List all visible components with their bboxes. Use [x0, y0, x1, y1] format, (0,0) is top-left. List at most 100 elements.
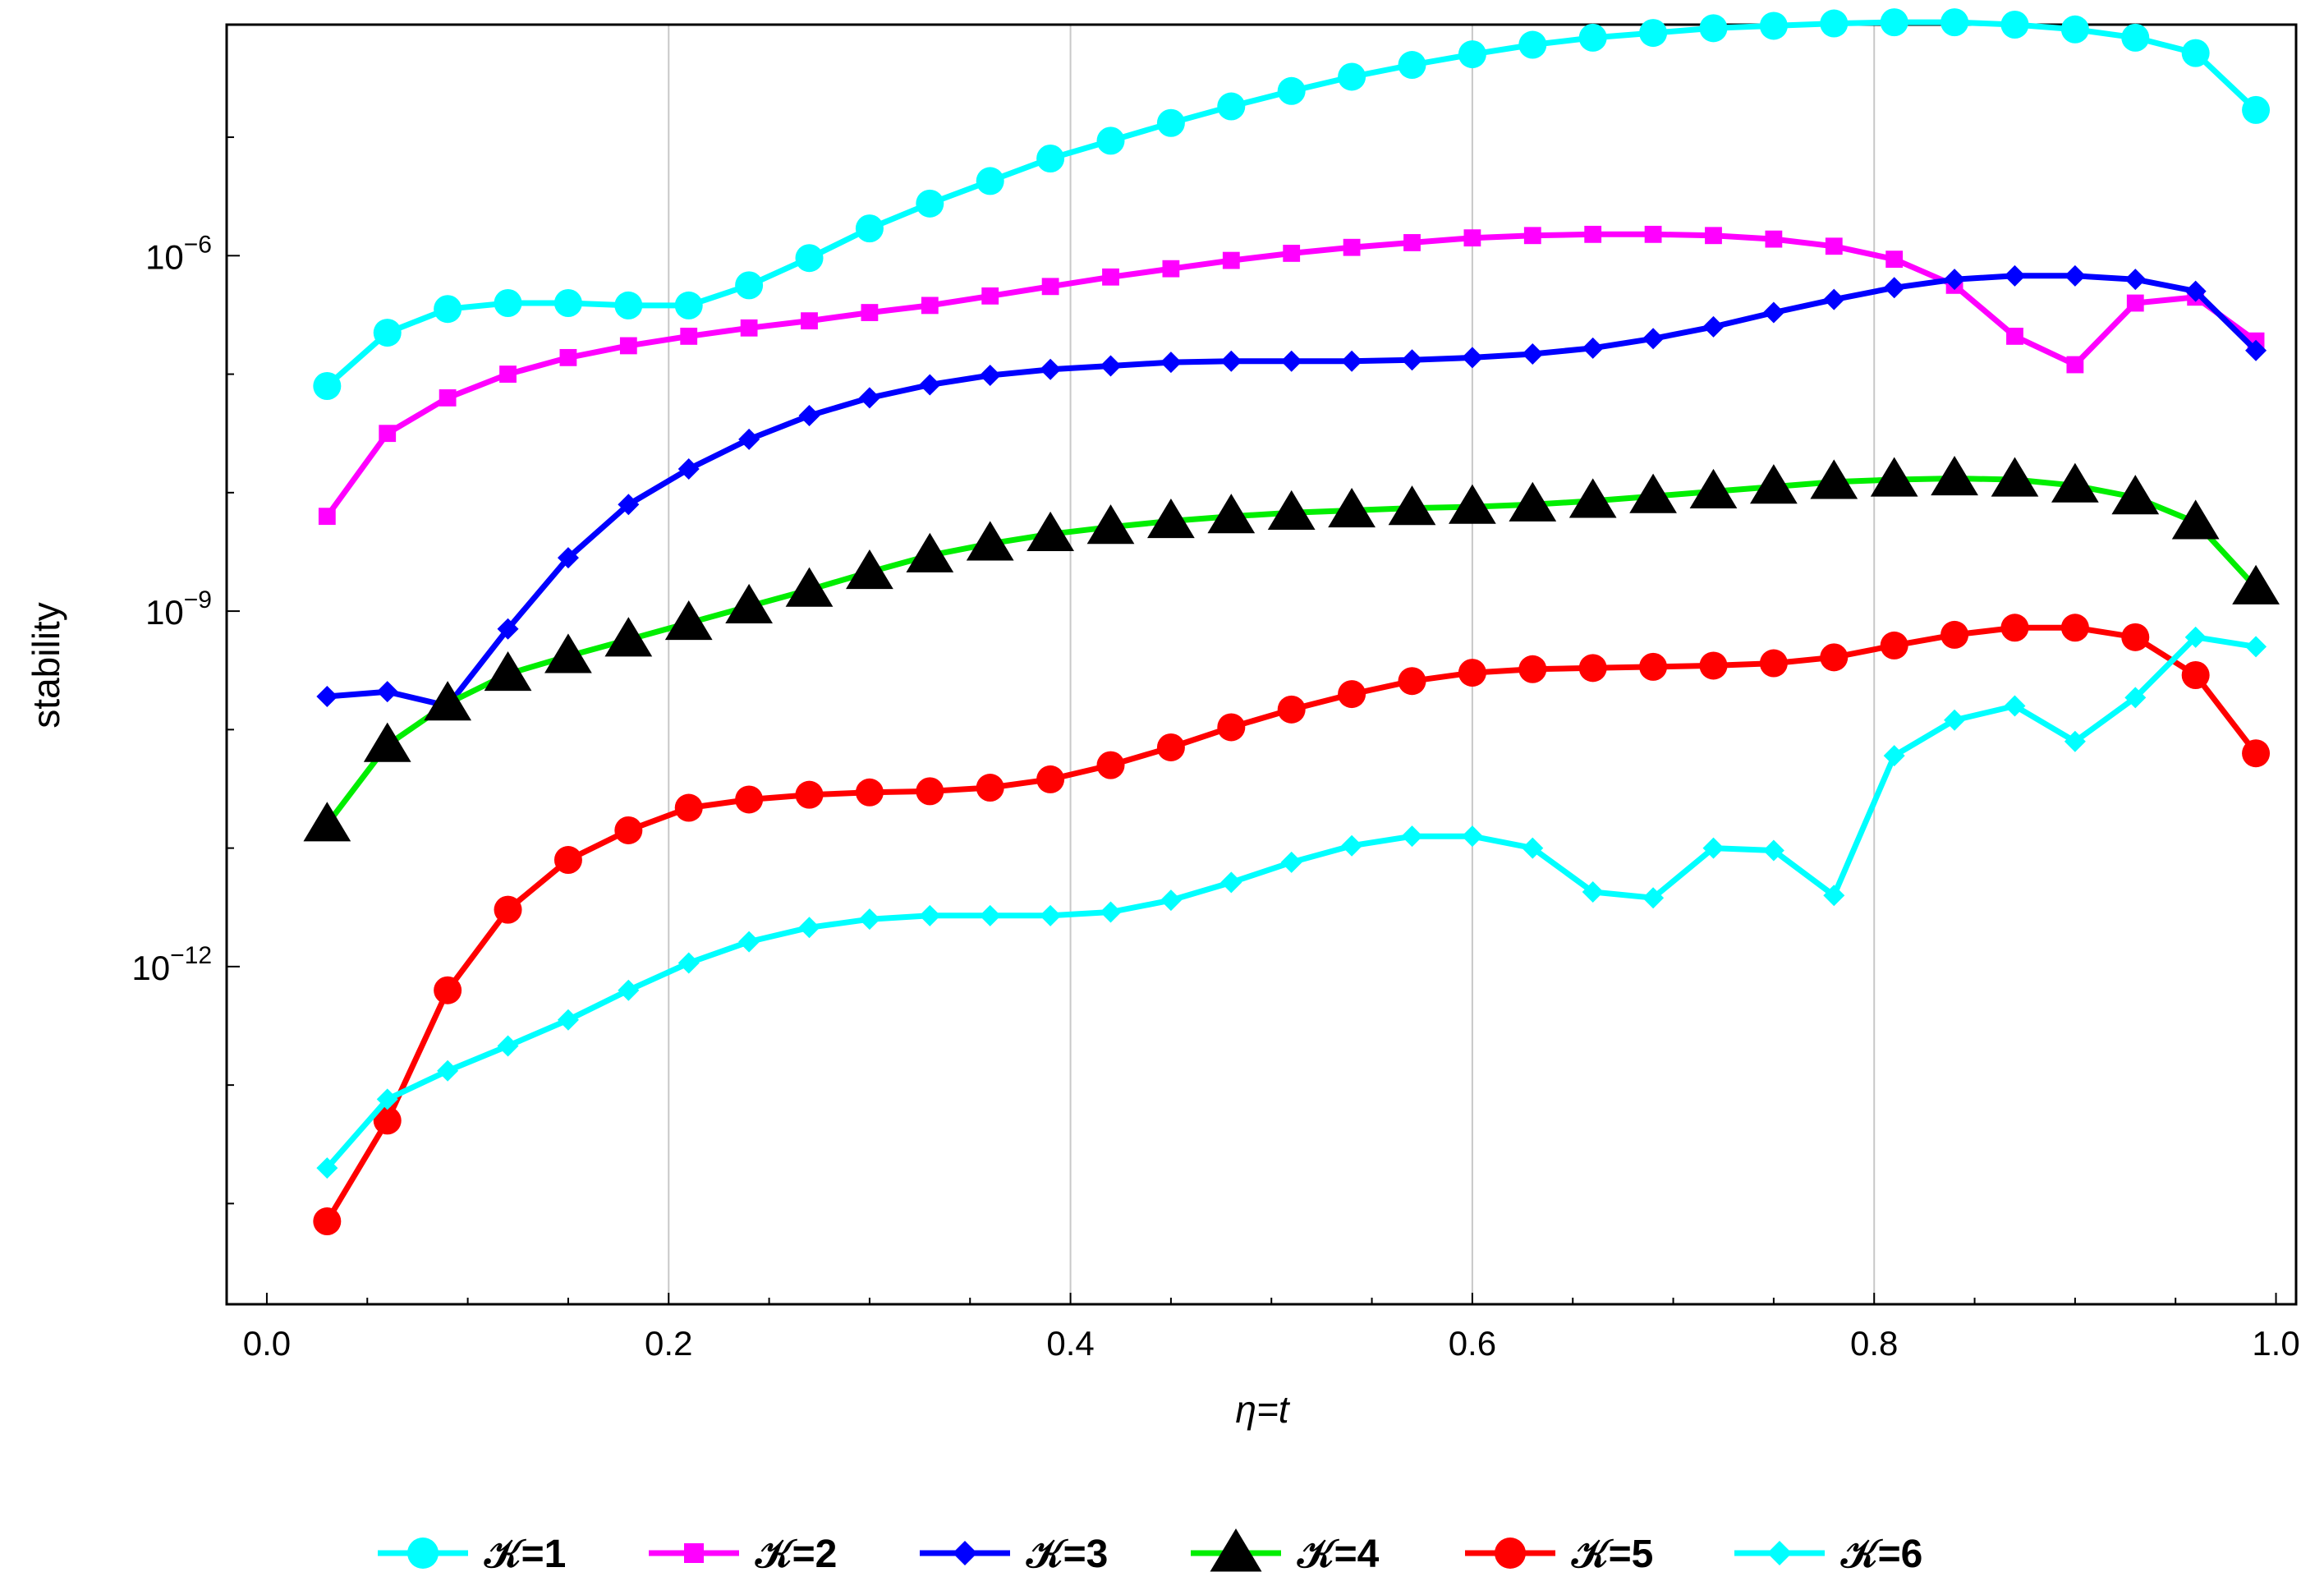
- data-point: [1100, 901, 1122, 923]
- data-point: [437, 1060, 459, 1082]
- data-point: [1458, 40, 1486, 69]
- data-point: [798, 917, 820, 939]
- data-point: [313, 1207, 342, 1236]
- data-point: [557, 547, 579, 569]
- data-point: [1629, 473, 1677, 513]
- data-point: [1156, 108, 1185, 137]
- y-axis-title: stability: [25, 602, 67, 728]
- data-point: [1283, 245, 1301, 262]
- data-point: [2242, 739, 2271, 768]
- data-point: [2171, 499, 2220, 540]
- legend-item-5: 𝒦=5: [1465, 1533, 1653, 1576]
- x-axis: 0.0 0.2 0.4 0.6 0.8 1.0: [243, 1293, 2300, 1363]
- legend-item-4: 𝒦=4: [1191, 1528, 1380, 1576]
- x-tick-label: 1.0: [2252, 1324, 2299, 1363]
- data-point: [2242, 95, 2271, 124]
- x-tick-label: 0.2: [645, 1324, 692, 1363]
- data-point: [735, 271, 764, 300]
- data-point: [2000, 614, 2029, 642]
- data-point: [1160, 889, 1182, 912]
- legend: 𝒦=1 𝒦=2 𝒦=3 𝒦=4 𝒦=5 𝒦=6: [378, 1528, 1922, 1576]
- data-point: [1644, 225, 1662, 243]
- data-point: [1702, 315, 1725, 338]
- data-point: [1820, 9, 1849, 38]
- data-point: [2004, 695, 2026, 717]
- data-point: [2004, 264, 2026, 287]
- series-6: [316, 626, 2267, 1179]
- data-point: [1341, 350, 1363, 372]
- legend-swatch-marker: [1767, 1541, 1792, 1565]
- data-point: [1509, 481, 1557, 522]
- data-point: [373, 1106, 402, 1135]
- data-point: [1461, 347, 1483, 369]
- data-point: [2124, 687, 2147, 709]
- data-point: [557, 1009, 579, 1031]
- x-tick-label: 0.4: [1046, 1324, 1094, 1363]
- data-point: [1944, 269, 1966, 291]
- data-point: [2184, 626, 2207, 648]
- data-point: [1036, 765, 1065, 793]
- data-point: [619, 337, 637, 355]
- data-point: [1568, 478, 1617, 518]
- data-point: [846, 549, 893, 590]
- y-axis: 10−6 10−9 10−12: [131, 136, 240, 1205]
- data-point: [2245, 339, 2267, 361]
- data-point: [303, 802, 351, 842]
- data-point: [1823, 288, 1845, 310]
- data-point: [618, 494, 640, 516]
- data-point: [738, 931, 760, 953]
- data-point: [1398, 51, 1426, 80]
- data-point: [1220, 871, 1242, 894]
- legend-label: 𝒦=4: [1297, 1533, 1380, 1576]
- data-point: [614, 291, 643, 319]
- data-point: [376, 681, 398, 703]
- data-point: [1388, 485, 1436, 526]
- y-tick-label: 10−6: [145, 231, 212, 276]
- data-point: [785, 567, 834, 607]
- data-point: [379, 425, 397, 443]
- data-point: [1518, 30, 1547, 59]
- data-point: [1449, 484, 1496, 524]
- data-point: [439, 389, 457, 407]
- data-point: [725, 583, 773, 623]
- data-point: [1880, 631, 1908, 660]
- legend-label: 𝒦=5: [1571, 1533, 1653, 1576]
- data-point: [1522, 343, 1544, 365]
- data-point: [2000, 11, 2029, 39]
- data-point: [1642, 887, 1665, 909]
- data-point: [618, 979, 640, 1001]
- data-point: [1705, 227, 1722, 245]
- data-point: [1991, 457, 2039, 497]
- data-point: [1762, 839, 1784, 862]
- data-point: [1759, 11, 1788, 40]
- data-point: [1277, 695, 1306, 724]
- y-tick-label: 10−9: [145, 586, 212, 632]
- data-point: [434, 295, 462, 324]
- series-3: [316, 264, 2267, 717]
- series-4: [303, 456, 2280, 842]
- series-1: [313, 8, 2271, 400]
- data-point: [1280, 350, 1302, 372]
- data-point: [916, 189, 944, 218]
- data-point: [1523, 227, 1541, 245]
- data-point: [316, 685, 338, 707]
- data-point: [424, 681, 472, 721]
- data-point: [614, 816, 643, 844]
- data-point: [1823, 885, 1845, 907]
- data-point: [544, 633, 592, 673]
- data-point: [1160, 352, 1182, 374]
- data-point: [919, 904, 941, 926]
- data-point: [2111, 475, 2160, 515]
- legend-label: 𝒦=6: [1840, 1533, 1922, 1576]
- data-point: [553, 289, 582, 318]
- data-point: [1277, 76, 1306, 105]
- data-point: [674, 793, 703, 822]
- data-point: [1096, 126, 1125, 155]
- y-tick-label: 10−12: [131, 942, 212, 987]
- data-point: [2232, 564, 2280, 604]
- data-point: [1338, 62, 1366, 91]
- data-point: [1100, 355, 1122, 377]
- data-point: [801, 312, 818, 330]
- data-point: [677, 952, 700, 974]
